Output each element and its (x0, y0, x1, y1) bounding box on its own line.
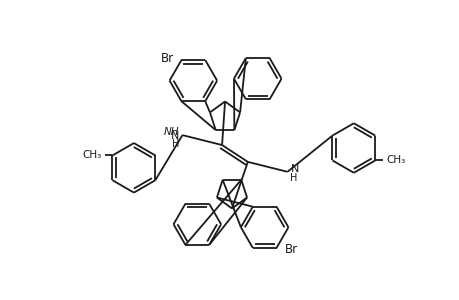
Text: Br: Br (284, 243, 297, 256)
Text: H: H (172, 139, 179, 149)
Text: N: N (171, 131, 179, 141)
Text: H: H (290, 173, 297, 183)
Text: N: N (290, 164, 298, 174)
Text: Br: Br (160, 52, 173, 64)
Text: NH: NH (163, 127, 179, 137)
Text: CH₃: CH₃ (386, 155, 404, 165)
Text: CH₃: CH₃ (82, 150, 101, 161)
